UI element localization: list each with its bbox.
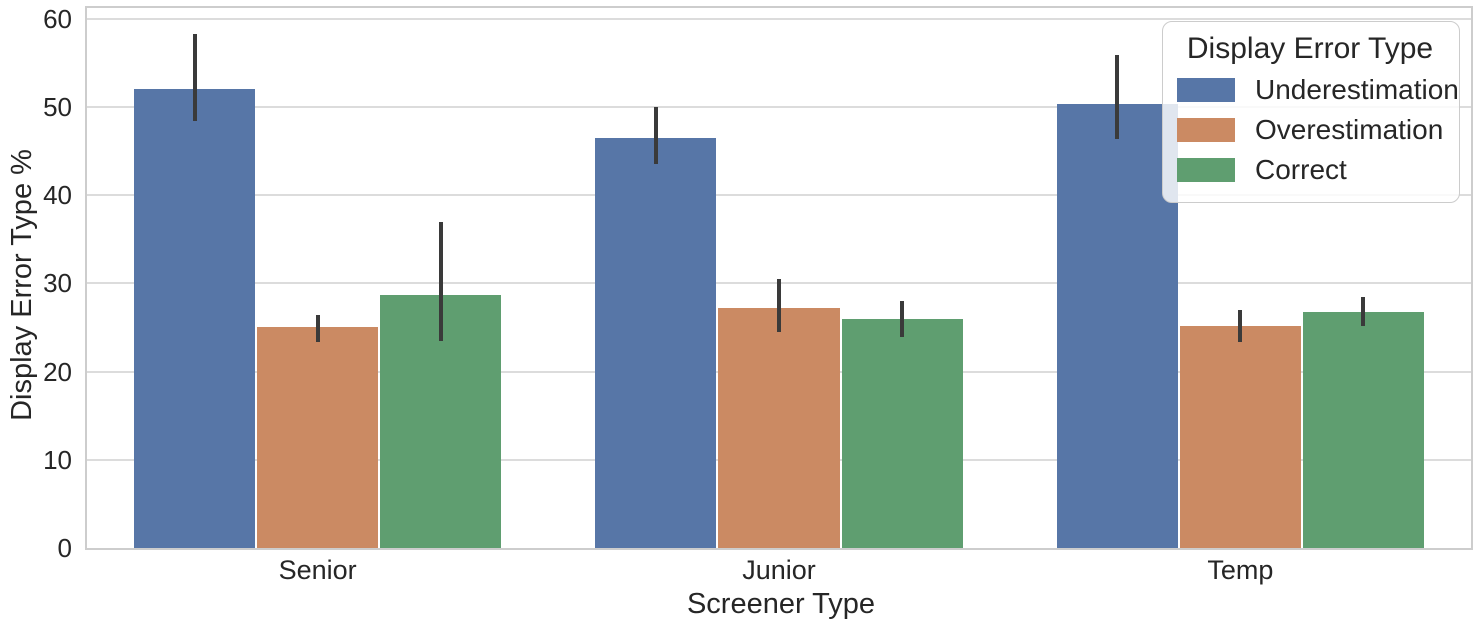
- y-tick-label-60: 60: [43, 3, 72, 34]
- bar-senior-underestimation: [134, 89, 256, 548]
- y-tick-label-50: 50: [43, 91, 72, 122]
- errorbar-temp-correct: [1361, 297, 1366, 326]
- legend-item-correct: Correct: [1177, 150, 1443, 190]
- gridline-y-60: [87, 17, 1471, 20]
- errorbar-junior-underestimation: [653, 106, 658, 165]
- x-tick-label-junior: Junior: [742, 555, 816, 585]
- legend-item-overestimation: Overestimation: [1177, 110, 1443, 150]
- errorbar-junior-overestimation: [777, 278, 781, 332]
- bar-temp-overestimation: [1179, 325, 1301, 548]
- gridline-y-40: [87, 194, 1471, 197]
- x-tick-label-senior: Senior: [278, 555, 357, 585]
- errorbar-junior-correct: [900, 300, 905, 338]
- y-tick-label-40: 40: [43, 180, 72, 211]
- errorbar-senior-underestimation: [192, 34, 197, 121]
- errorbar-temp-overestimation: [1238, 309, 1243, 342]
- bar-junior-correct: [841, 318, 963, 548]
- legend-item-label: Underestimation: [1255, 74, 1459, 105]
- legend-swatch-overestimation: [1177, 118, 1235, 142]
- y-tick-label-20: 20: [43, 356, 72, 387]
- bar-temp-correct: [1302, 312, 1424, 548]
- legend-swatch-underestimation: [1177, 78, 1235, 102]
- errorbar-senior-overestimation: [315, 315, 320, 342]
- errorbar-temp-underestimation: [1115, 54, 1120, 139]
- legend-item-label: Overestimation: [1255, 114, 1444, 145]
- y-tick-label-0: 0: [57, 533, 72, 563]
- legend-title: Display Error Type: [1186, 32, 1434, 65]
- bar-junior-underestimation: [595, 137, 717, 548]
- legend-swatch-correct: [1177, 158, 1235, 182]
- errorbar-senior-correct: [438, 222, 443, 341]
- legend-item-underestimation: Underestimation: [1177, 70, 1459, 110]
- bar-junior-overestimation: [718, 308, 840, 548]
- y-tick-label-30: 30: [43, 268, 72, 299]
- bar-temp-underestimation: [1056, 104, 1178, 548]
- legend: Display Error Type Underestimation Overes…: [1162, 21, 1460, 203]
- x-axis-label: Screener Type: [686, 588, 876, 620]
- legend-item-label: Correct: [1255, 154, 1347, 185]
- gridline-y-50: [87, 105, 1471, 108]
- bar-senior-overestimation: [257, 327, 379, 548]
- y-tick-label-10: 10: [43, 444, 72, 475]
- legend-items: Underestimation Overestimation Correct: [1177, 70, 1459, 190]
- x-tick-label-temp: Temp: [1207, 555, 1274, 585]
